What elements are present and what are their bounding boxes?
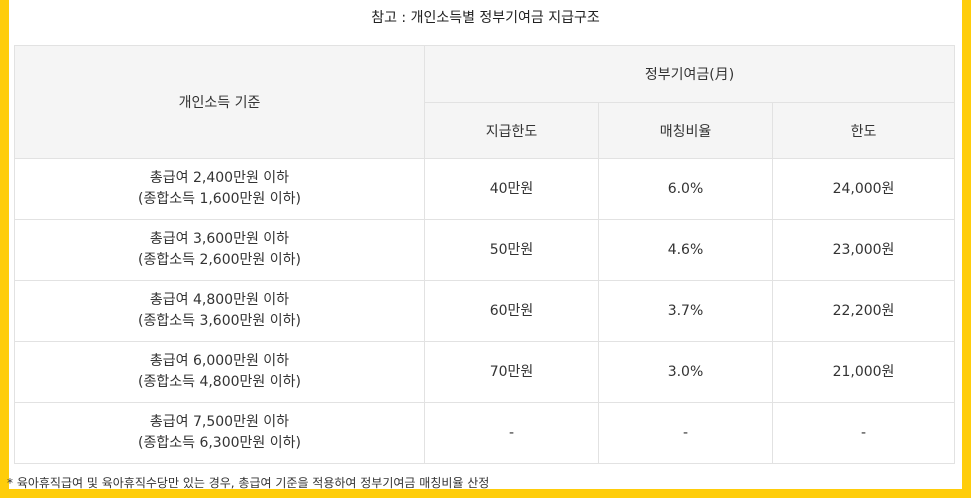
limit-cell: 50만원 [424,219,599,281]
income-line: 총급여 4,800만원 이하 [149,292,290,308]
header-government-contribution: 정부기여금(月) [424,45,955,103]
header-cap: 한도 [772,102,955,159]
contribution-table: 개인소득 기준 정부기여금(月) 지급한도 매칭비율 한도 총급여 2,400만… [14,45,955,464]
income-line: 총급여 6,000만원 이하 [149,353,290,369]
limit-cell: 70만원 [424,341,599,403]
income-line: 총급여 7,500만원 이하 [149,414,290,430]
income-line-sub: (종합소득 4,800만원 이하) [138,374,301,390]
page-title: 참고 : 개인소득별 정부기여금 지급구조 [371,10,600,26]
income-cell: 총급여 6,000만원 이하 (종합소득 4,800만원 이하) [14,341,425,403]
cap-cell: 24,000원 [772,158,955,220]
ratio-cell: 3.7% [598,280,773,342]
table-row: 총급여 2,400만원 이하 (종합소득 1,600만원 이하) 40만원 6.0… [14,158,955,220]
ratio-cell: 4.6% [598,219,773,281]
header-matching-ratio: 매칭비율 [598,102,773,159]
income-line-sub: (종합소득 3,600만원 이하) [138,313,301,329]
ratio-cell: 3.0% [598,341,773,403]
header-payment-limit: 지급한도 [424,102,599,159]
ratio-cell: 6.0% [598,158,773,220]
table-row: 총급여 7,500만원 이하 (종합소득 6,300만원 이하) - - - [14,402,955,464]
table-row: 총급여 4,800만원 이하 (종합소득 3,600만원 이하) 60만원 3.7… [14,280,955,342]
limit-cell: 40만원 [424,158,599,220]
cap-cell: 23,000원 [772,219,955,281]
cap-cell: 21,000원 [772,341,955,403]
header-income-criteria: 개인소득 기준 [14,45,425,159]
income-line-sub: (종합소득 6,300만원 이하) [138,435,301,451]
cap-cell: - [772,402,955,464]
table-row: 총급여 3,600만원 이하 (종합소득 2,600만원 이하) 50만원 4.6… [14,219,955,281]
limit-cell: 60만원 [424,280,599,342]
income-line: 총급여 2,400만원 이하 [149,170,290,186]
income-line-sub: (종합소득 2,600만원 이하) [138,252,301,268]
limit-cell: - [424,402,599,464]
footnote: * 육아휴직급여 및 육아휴직수당만 있는 경우, 총급여 기준을 적용하여 정… [7,476,490,490]
income-cell: 총급여 4,800만원 이하 (종합소득 3,600만원 이하) [14,280,425,342]
income-cell: 총급여 2,400만원 이하 (종합소득 1,600만원 이하) [14,158,425,220]
income-cell: 총급여 3,600만원 이하 (종합소득 2,600만원 이하) [14,219,425,281]
income-line-sub: (종합소득 1,600만원 이하) [138,191,301,207]
cap-cell: 22,200원 [772,280,955,342]
income-line: 총급여 3,600만원 이하 [149,231,290,247]
income-cell: 총급여 7,500만원 이하 (종합소득 6,300만원 이하) [14,402,425,464]
ratio-cell: - [598,402,773,464]
table-row: 총급여 6,000만원 이하 (종합소득 4,800만원 이하) 70만원 3.0… [14,341,955,403]
